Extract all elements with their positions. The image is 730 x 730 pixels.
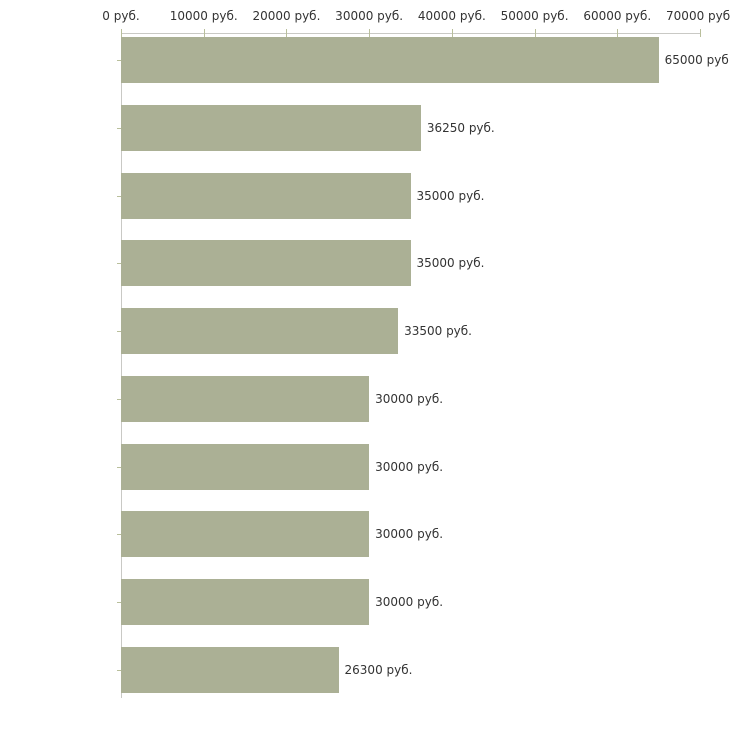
- x-axis-tick-mark: [617, 29, 619, 37]
- category-tick-mark: [117, 60, 121, 61]
- value-label: 30000 руб.: [375, 595, 444, 610]
- category-tick-mark: [117, 602, 121, 604]
- x-axis-line: [121, 33, 700, 34]
- value-label: 33500 руб.: [404, 324, 472, 339]
- value-label: 26300 руб.: [344, 662, 413, 677]
- category-tick-mark: [117, 263, 121, 265]
- x-axis-tick-mark: [451, 29, 453, 37]
- x-axis-tick-mark: [121, 29, 122, 37]
- x-axis-tick-mark: [286, 29, 288, 37]
- value-label: 30000 руб.: [375, 391, 444, 406]
- category-tick-mark: [117, 466, 121, 468]
- bar: [121, 443, 370, 490]
- bar: [121, 511, 370, 558]
- category-tick-mark: [117, 331, 121, 333]
- category-tick-mark: [117, 669, 121, 671]
- x-axis-tick-label: 30000 руб.: [335, 9, 404, 23]
- x-axis-tick-mark: [203, 29, 205, 37]
- bar: [121, 579, 370, 626]
- category-tick-mark: [117, 195, 121, 197]
- x-axis-tick-label: 0 руб.: [102, 9, 140, 23]
- bar: [121, 240, 411, 287]
- value-label: 30000 руб.: [375, 527, 444, 542]
- category-tick-mark: [117, 398, 121, 400]
- x-axis-tick-label: 40000 руб.: [417, 9, 486, 23]
- x-axis-tick-label: 70000 руб.: [666, 9, 730, 23]
- category-tick-mark: [117, 127, 121, 129]
- bar: [121, 104, 421, 151]
- x-axis-tick-label: 60000 руб.: [583, 9, 652, 23]
- value-label: 35000 руб.: [416, 256, 485, 271]
- bar: [121, 172, 411, 219]
- value-label: 35000 руб.: [416, 188, 485, 203]
- x-axis-tick-label: 50000 руб.: [500, 9, 569, 23]
- bar: [121, 37, 659, 83]
- y-axis-line: [121, 33, 122, 698]
- x-axis-tick-mark: [369, 29, 371, 37]
- bar: [121, 646, 339, 693]
- x-axis-tick-mark: [700, 29, 701, 37]
- bar: [121, 375, 370, 422]
- x-axis-tick-mark: [534, 29, 536, 37]
- category-tick-mark: [117, 534, 121, 536]
- value-label: 36250 руб.: [426, 120, 495, 135]
- x-axis-tick-label: 20000 руб.: [252, 9, 321, 23]
- value-label: 30000 руб.: [375, 459, 444, 474]
- x-axis-tick-label: 10000 руб.: [169, 9, 238, 23]
- value-label: 65000 руб.: [664, 53, 730, 67]
- bar: [121, 308, 399, 355]
